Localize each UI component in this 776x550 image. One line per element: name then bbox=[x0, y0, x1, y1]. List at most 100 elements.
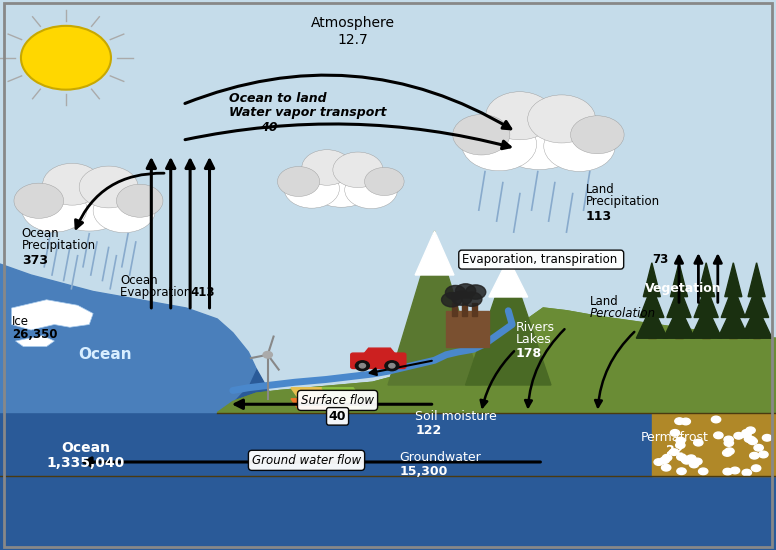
Circle shape bbox=[93, 189, 155, 233]
Circle shape bbox=[689, 461, 698, 468]
Polygon shape bbox=[725, 263, 742, 296]
Circle shape bbox=[670, 449, 679, 455]
Circle shape bbox=[47, 170, 132, 231]
Circle shape bbox=[385, 361, 399, 371]
Circle shape bbox=[79, 166, 138, 208]
Text: 178: 178 bbox=[516, 347, 542, 360]
Text: 26,350: 26,350 bbox=[12, 328, 57, 341]
Polygon shape bbox=[744, 286, 769, 317]
Polygon shape bbox=[721, 286, 746, 317]
Circle shape bbox=[747, 437, 756, 443]
Circle shape bbox=[681, 456, 690, 463]
Circle shape bbox=[452, 114, 510, 155]
Circle shape bbox=[570, 116, 624, 154]
Text: Precipitation: Precipitation bbox=[22, 239, 96, 252]
Circle shape bbox=[466, 285, 486, 299]
Text: Evaporation, transpiration: Evaporation, transpiration bbox=[462, 253, 621, 266]
Text: 413: 413 bbox=[190, 286, 215, 299]
Circle shape bbox=[490, 100, 588, 169]
Circle shape bbox=[762, 434, 771, 441]
Circle shape bbox=[302, 150, 352, 185]
Circle shape bbox=[742, 430, 751, 436]
Circle shape bbox=[21, 26, 111, 90]
Text: Rivers: Rivers bbox=[516, 321, 555, 334]
Circle shape bbox=[742, 431, 751, 438]
Circle shape bbox=[22, 186, 87, 232]
Polygon shape bbox=[741, 305, 772, 338]
Text: Groundwater: Groundwater bbox=[400, 451, 481, 464]
Circle shape bbox=[654, 459, 663, 465]
Text: Percolation: Percolation bbox=[590, 307, 656, 320]
Bar bbox=[753, 324, 760, 338]
Text: Ocean: Ocean bbox=[120, 274, 158, 287]
Circle shape bbox=[670, 430, 680, 436]
Circle shape bbox=[677, 454, 686, 460]
Circle shape bbox=[263, 351, 272, 358]
Text: 12.7: 12.7 bbox=[338, 32, 369, 47]
Bar bbox=[702, 324, 710, 338]
Bar bbox=[0, 476, 776, 550]
Text: Permafrost: Permafrost bbox=[641, 431, 709, 444]
Circle shape bbox=[698, 468, 708, 475]
Circle shape bbox=[116, 184, 163, 217]
Bar bbox=[0, 412, 776, 476]
Circle shape bbox=[723, 468, 733, 475]
Circle shape bbox=[43, 163, 102, 205]
Polygon shape bbox=[698, 263, 715, 296]
Text: Water vapor transport: Water vapor transport bbox=[229, 106, 386, 119]
Text: Land: Land bbox=[586, 183, 615, 196]
Polygon shape bbox=[694, 286, 719, 317]
Polygon shape bbox=[0, 368, 776, 550]
Bar bbox=[675, 324, 683, 338]
Circle shape bbox=[278, 167, 320, 196]
Text: Precipitation: Precipitation bbox=[586, 195, 660, 208]
Bar bbox=[446, 311, 489, 346]
Circle shape bbox=[754, 444, 764, 451]
Text: Vegetation: Vegetation bbox=[645, 282, 721, 295]
FancyBboxPatch shape bbox=[351, 353, 406, 369]
Polygon shape bbox=[466, 258, 551, 385]
Text: Ocean: Ocean bbox=[22, 227, 59, 240]
Circle shape bbox=[694, 439, 703, 446]
Circle shape bbox=[14, 183, 64, 218]
Text: 40: 40 bbox=[329, 410, 346, 423]
Circle shape bbox=[661, 464, 670, 471]
Circle shape bbox=[676, 437, 685, 444]
Circle shape bbox=[442, 293, 462, 307]
Text: 122: 122 bbox=[415, 424, 442, 437]
Circle shape bbox=[681, 418, 691, 425]
Bar bbox=[472, 302, 477, 316]
Polygon shape bbox=[16, 336, 54, 346]
Circle shape bbox=[333, 152, 383, 188]
Polygon shape bbox=[670, 263, 688, 296]
Text: Ground water flow: Ground water flow bbox=[252, 454, 361, 467]
Circle shape bbox=[355, 361, 369, 371]
Circle shape bbox=[730, 467, 740, 474]
Text: Ocean: Ocean bbox=[61, 441, 110, 455]
Circle shape bbox=[675, 418, 684, 425]
Circle shape bbox=[676, 442, 685, 448]
Polygon shape bbox=[291, 399, 330, 410]
Circle shape bbox=[759, 451, 768, 458]
Polygon shape bbox=[322, 399, 361, 410]
Text: Atmosphere: Atmosphere bbox=[311, 16, 395, 30]
Polygon shape bbox=[643, 263, 660, 296]
Circle shape bbox=[486, 92, 553, 140]
Circle shape bbox=[742, 469, 751, 476]
Circle shape bbox=[725, 448, 734, 454]
Bar bbox=[648, 324, 656, 338]
Circle shape bbox=[452, 291, 472, 305]
Polygon shape bbox=[12, 300, 93, 330]
Text: 73: 73 bbox=[652, 253, 668, 266]
Text: 113: 113 bbox=[586, 210, 612, 223]
Text: 1,335,040: 1,335,040 bbox=[47, 456, 124, 470]
Circle shape bbox=[445, 285, 466, 300]
Circle shape bbox=[687, 455, 696, 461]
Text: Evaporation: Evaporation bbox=[120, 286, 196, 299]
Polygon shape bbox=[322, 388, 361, 399]
Text: 22: 22 bbox=[667, 444, 684, 458]
Polygon shape bbox=[362, 348, 397, 356]
Circle shape bbox=[462, 118, 537, 171]
Bar bbox=[462, 302, 467, 316]
Circle shape bbox=[462, 292, 482, 306]
